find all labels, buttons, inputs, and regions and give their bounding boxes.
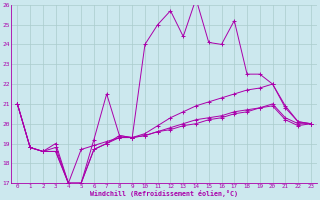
X-axis label: Windchill (Refroidissement éolien,°C): Windchill (Refroidissement éolien,°C): [90, 190, 238, 197]
